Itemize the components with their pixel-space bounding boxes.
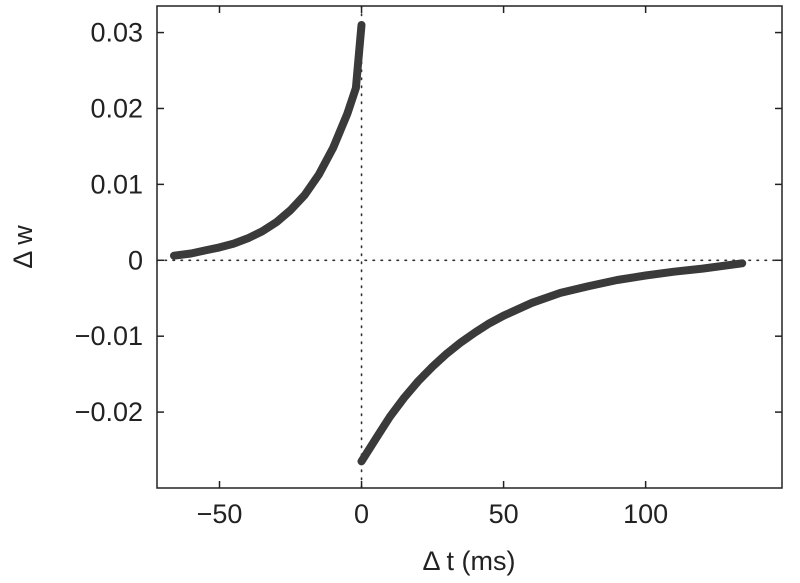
plot-area: −50 0 50 100 0.03 0.02 0.01 0 −0.01 −0.02 [75,5,783,529]
y-tick-label: 0.01 [90,169,143,199]
y-tick-label: 0.03 [90,18,143,48]
series-layer [170,21,747,466]
y-tick-label: −0.01 [75,321,143,351]
y-tick-label: −0.02 [75,397,143,427]
x-tick-label: 100 [623,499,668,529]
x-tick-label: −50 [197,499,243,529]
y-axis-label: Δ w [8,225,38,269]
x-tick-label: 0 [354,499,369,529]
x-axis-label: Δ t (ms) [422,546,515,576]
y-tick-label: 0 [128,245,143,275]
y-tick-label: 0.02 [90,93,143,123]
x-axis-ticks: −50 0 50 100 [197,6,668,529]
reference-lines [156,5,783,489]
series-line-negative-dt [170,21,366,260]
series-line-positive-dt [357,259,747,466]
axes-frame [156,5,783,489]
x-tick-label: 50 [489,499,519,529]
y-axis-ticks: 0.03 0.02 0.01 0 −0.01 −0.02 [75,18,782,427]
